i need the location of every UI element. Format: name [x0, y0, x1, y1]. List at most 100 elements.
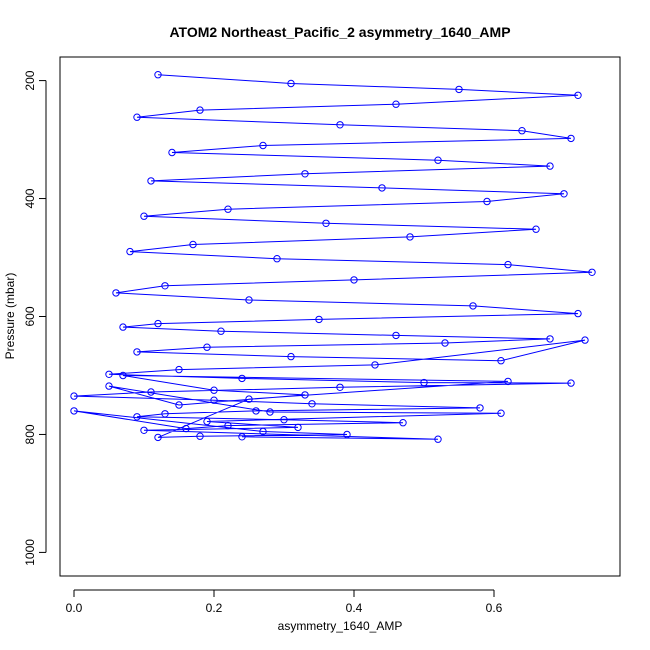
data-point [273, 255, 281, 263]
data-point [420, 378, 428, 387]
x-tick-label: 0.4 [346, 601, 363, 615]
data-point [133, 348, 141, 356]
data-point [175, 401, 183, 409]
data-point [105, 382, 113, 390]
data-point [217, 327, 225, 335]
data-point [287, 79, 295, 88]
data-point [210, 386, 218, 394]
data-point [105, 370, 113, 378]
data-point [567, 134, 575, 143]
data-point [140, 426, 148, 434]
y-tick-label: 400 [23, 188, 37, 208]
data-point [259, 141, 267, 150]
x-axis-label: asymmetry_1640_AMP [278, 619, 403, 633]
data-point [210, 396, 218, 404]
data-point [308, 400, 316, 408]
data-point [315, 315, 323, 324]
data-point [392, 331, 400, 340]
data-point [224, 421, 232, 430]
plot-frame [59, 56, 621, 577]
data-point [546, 335, 554, 343]
data-point [175, 365, 183, 374]
data-point [518, 127, 526, 135]
chart-title: ATOM2 Northeast_Pacific_2 asymmetry_1640… [169, 24, 510, 40]
data-point [546, 162, 554, 170]
y-tick-label: 200 [23, 70, 37, 90]
data-point [287, 352, 295, 361]
data-point [399, 419, 407, 427]
data-point [259, 427, 267, 436]
data-point [574, 91, 582, 100]
data-point [294, 423, 302, 432]
data-point [350, 276, 358, 284]
data-point [336, 383, 344, 391]
data-point [371, 361, 379, 369]
data-point [532, 225, 540, 233]
data-point [182, 424, 190, 433]
data-point [567, 379, 575, 387]
data-point [476, 404, 484, 412]
data-point [343, 430, 351, 439]
data-point [70, 392, 78, 400]
data-point [119, 323, 127, 331]
data-point [147, 388, 155, 396]
data-point [469, 302, 477, 310]
data-point [154, 71, 162, 79]
data-point [574, 309, 582, 318]
data-point [224, 205, 232, 213]
data-point [504, 260, 512, 269]
data-point [189, 240, 197, 249]
data-point [406, 233, 414, 241]
data-point [238, 433, 246, 441]
data-point [497, 409, 505, 417]
data-point [112, 289, 120, 297]
series-line [73, 74, 593, 440]
data-point [252, 407, 260, 415]
data-point [455, 85, 463, 94]
data-point [133, 113, 141, 121]
data-point [588, 268, 596, 276]
data-point [504, 377, 512, 386]
data-point [245, 296, 253, 304]
y-axis-label: Pressure (mbar) [3, 273, 17, 360]
data-point [280, 416, 288, 424]
data-point [434, 435, 442, 443]
x-tick-label: 0.2 [206, 601, 223, 615]
data-point [434, 156, 442, 164]
y-axis: 200 400 600 800 1000 [23, 70, 47, 566]
data-point [392, 100, 400, 108]
data-point [560, 190, 568, 198]
data-point [483, 197, 491, 206]
data-point [301, 391, 309, 399]
data-point [154, 319, 162, 328]
data-point [119, 371, 127, 380]
data-point [70, 407, 78, 415]
plot-area [70, 71, 596, 443]
data-point [378, 184, 386, 192]
data-point [203, 417, 211, 426]
data-point [301, 170, 309, 178]
x-tick-label: 0.0 [66, 601, 83, 615]
data-point [336, 121, 344, 129]
data-point [322, 219, 330, 228]
data-point [441, 339, 449, 347]
data-point [161, 282, 169, 290]
data-point [497, 357, 505, 365]
data-point [238, 374, 246, 383]
data-point [203, 343, 211, 351]
x-tick-label: 0.6 [486, 601, 503, 615]
data-point [126, 247, 134, 256]
y-tick-label: 1000 [23, 539, 37, 566]
y-tick-label: 600 [23, 306, 37, 326]
data-point [168, 148, 176, 157]
data-point [266, 408, 274, 416]
data-point [140, 212, 148, 220]
data-point [196, 432, 204, 440]
data-point [147, 177, 155, 185]
y-tick-label: 800 [23, 424, 37, 444]
data-point [154, 433, 162, 442]
data-point [245, 395, 253, 403]
data-point [133, 413, 141, 421]
x-axis: 0.0 0.2 0.4 0.6 [66, 589, 503, 615]
